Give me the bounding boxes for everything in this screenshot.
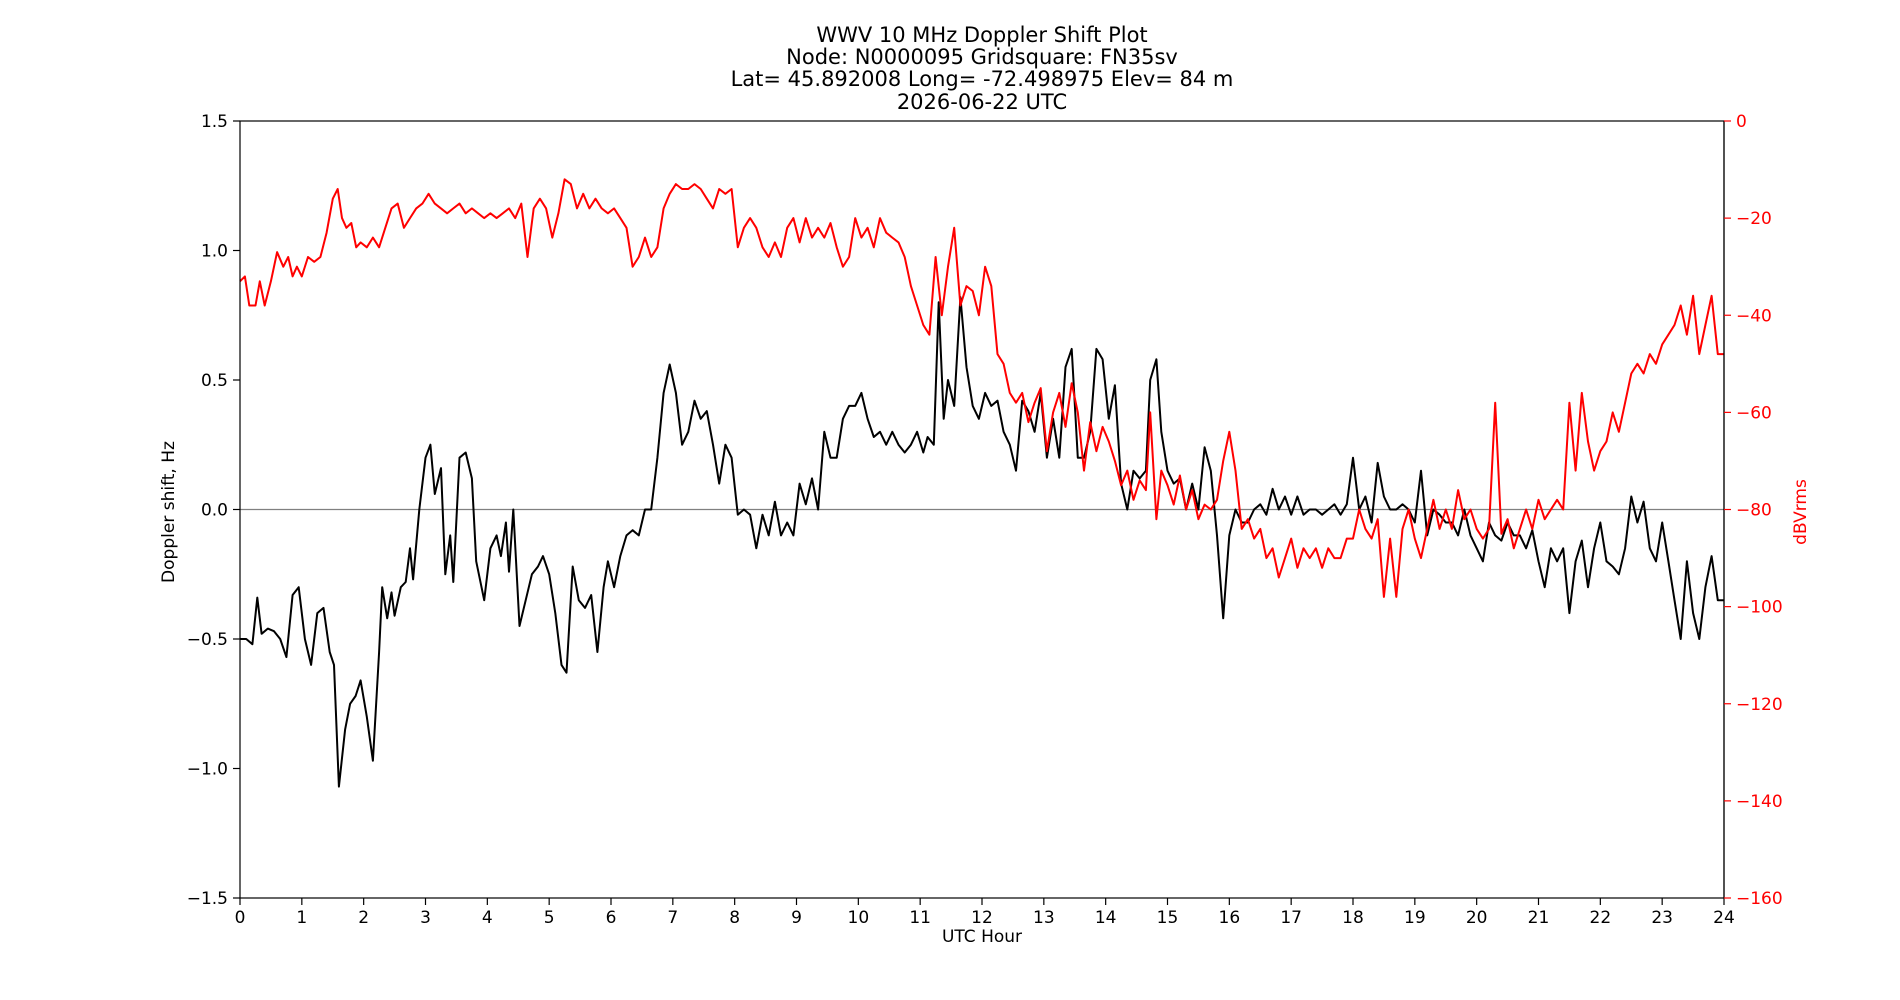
x-tick-label: 11 <box>909 908 931 928</box>
x-tick-label: 17 <box>1280 908 1302 928</box>
x-tick-label: 4 <box>482 908 493 928</box>
y-left-tick-label: 1.0 <box>201 242 228 262</box>
x-tick-label: 20 <box>1466 908 1488 928</box>
x-tick-label: 19 <box>1404 908 1426 928</box>
x-tick-label: 15 <box>1157 908 1179 928</box>
x-axis-label: UTC Hour <box>942 927 1022 947</box>
y-right-tick-label: −80 <box>1736 501 1772 521</box>
x-tick-label: 12 <box>971 908 993 928</box>
x-tick-label: 8 <box>729 908 740 928</box>
x-tick-label: 16 <box>1219 908 1241 928</box>
x-tick-label: 2 <box>358 908 369 928</box>
y-right-axis-ticks: 0 −20 −40 −60 −80 −100 −120 −140 −160 <box>1724 112 1783 909</box>
x-tick-label: 24 <box>1713 908 1735 928</box>
x-axis-ticks: 0 1 2 3 4 5 6 7 8 9 10 11 12 13 14 15 16 17 18 19 20 21 22 23 24 <box>235 898 1735 928</box>
x-tick-label: 18 <box>1342 908 1364 928</box>
x-tick-label: 13 <box>1033 908 1055 928</box>
y-right-tick-label: −40 <box>1736 306 1772 326</box>
x-tick-label: 9 <box>791 908 802 928</box>
x-tick-label: 7 <box>667 908 678 928</box>
y-right-tick-label: −60 <box>1736 403 1772 423</box>
y-right-axis-label: dBVrms <box>1791 479 1811 545</box>
y-right-tick-label: 0 <box>1736 112 1747 132</box>
x-tick-label: 1 <box>296 908 307 928</box>
y-right-tick-label: −120 <box>1736 695 1783 715</box>
chart-title-line-3: Lat= 45.892008 Long= -72.498975 Elev= 84… <box>731 67 1234 91</box>
chart-title: WWV 10 MHz Doppler Shift Plot Node: N000… <box>731 23 1234 114</box>
x-tick-label: 21 <box>1528 908 1550 928</box>
x-tick-label: 10 <box>848 908 870 928</box>
x-tick-label: 6 <box>606 908 617 928</box>
x-tick-label: 22 <box>1590 908 1612 928</box>
y-right-tick-label: −100 <box>1736 598 1783 618</box>
x-tick-label: 23 <box>1651 908 1673 928</box>
x-tick-label: 3 <box>420 908 431 928</box>
y-right-tick-label: −160 <box>1736 889 1783 909</box>
y-left-tick-label: −0.5 <box>187 630 228 650</box>
x-tick-label: 0 <box>235 908 246 928</box>
chart-title-line-4: 2026-06-22 UTC <box>897 90 1067 114</box>
power-level-line <box>239 178 1724 598</box>
y-left-tick-label: −1.0 <box>187 760 228 780</box>
plot-area <box>239 120 1725 899</box>
y-left-tick-label: −1.5 <box>187 889 228 909</box>
doppler-shift-line <box>240 296 1724 788</box>
y-left-tick-label: 1.5 <box>201 112 228 132</box>
chart-title-line-1: WWV 10 MHz Doppler Shift Plot <box>816 23 1147 47</box>
chart-title-line-2: Node: N0000095 Gridsquare: FN35sv <box>786 45 1178 69</box>
y-right-tick-label: −20 <box>1736 209 1772 229</box>
x-tick-label: 5 <box>544 908 555 928</box>
y-right-tick-label: −140 <box>1736 792 1783 812</box>
x-tick-label: 14 <box>1095 908 1117 928</box>
y-left-tick-label: 0.5 <box>201 371 228 391</box>
y-left-axis-ticks: −1.5 −1.0 −0.5 0.0 0.5 1.0 1.5 <box>187 112 240 909</box>
y-left-tick-label: 0.0 <box>201 501 228 521</box>
y-left-axis-label: Doppler shift, Hz <box>159 441 179 583</box>
